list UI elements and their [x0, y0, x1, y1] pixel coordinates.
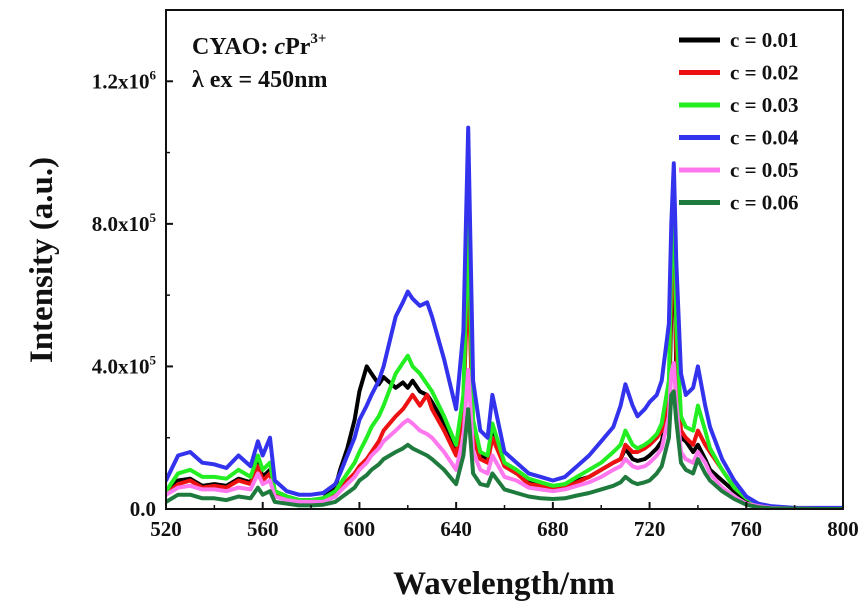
annotation: CYAO: cPr3+ λ ex = 450nm [192, 31, 327, 93]
x-tick-label: 760 [731, 517, 763, 541]
annotation-prefix: CYAO: [192, 34, 274, 60]
x-tick-label: 640 [440, 517, 472, 541]
plot-area [166, 125, 843, 509]
legend-label-1: c = 0.01 [730, 28, 799, 52]
series-line-3 [166, 186, 843, 509]
legend-label-4: c = 0.04 [730, 126, 799, 150]
x-axis-title: Wavelength/nm [393, 566, 615, 602]
series-line-5 [166, 360, 843, 509]
series-line-6 [166, 389, 843, 509]
annotation-concentration: c [274, 34, 285, 60]
y-tick-label: 0.0 [130, 497, 156, 521]
x-tick-label: 680 [537, 517, 569, 541]
y-tick-mantissa: 4.0x10 [92, 354, 150, 378]
y-tick-mantissa: 1.2x10 [92, 69, 150, 93]
y-tick-exponent: 5 [150, 352, 157, 367]
y-tick-label: 8.0x105 [92, 210, 157, 236]
x-tick-label: 560 [247, 517, 279, 541]
series-line-4 [166, 125, 843, 509]
x-tick-label: 800 [827, 517, 859, 541]
x-axis: 520 560 600 640 680 720 760 800 [150, 502, 859, 541]
x-tick-label: 600 [344, 517, 376, 541]
y-axis-title: Intensity (a.u.) [24, 157, 60, 363]
annotation-line-2: λ ex = 450nm [192, 67, 327, 93]
y-tick-mantissa: 0.0 [130, 497, 156, 521]
legend-label-6: c = 0.06 [730, 191, 799, 215]
annotation-line-1: CYAO: cPr3+ [192, 31, 326, 60]
y-tick-label: 4.0x105 [92, 352, 157, 378]
legend-label-5: c = 0.05 [730, 158, 799, 182]
y-tick-label: 1.2x106 [92, 67, 157, 93]
x-tick-label: 720 [634, 517, 666, 541]
y-tick-mantissa: 8.0x10 [92, 212, 150, 236]
x-tick-label: 520 [150, 517, 182, 541]
y-tick-exponent: 6 [150, 67, 157, 82]
legend-label-3: c = 0.03 [730, 93, 799, 117]
annotation-charge: 3+ [310, 31, 326, 47]
legend: c = 0.01 c = 0.02 c = 0.03 c = 0.04 c = 0.05… [679, 28, 799, 215]
legend-label-2: c = 0.02 [730, 61, 799, 85]
y-tick-exponent: 5 [150, 210, 157, 225]
annotation-ion: Pr [285, 34, 311, 60]
